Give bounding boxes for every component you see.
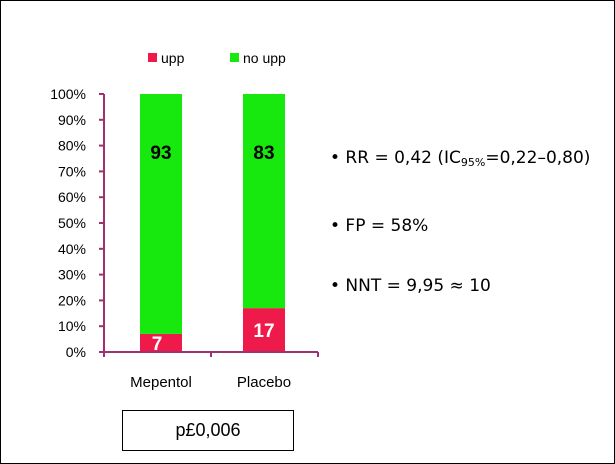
chart-legend: upp no upp: [148, 50, 286, 66]
legend-swatch: [230, 53, 239, 62]
bar-mepentol-no-upp: [140, 94, 182, 334]
x-category-label: Placebo: [237, 374, 291, 391]
bar-placebo-no-upp: [243, 94, 285, 309]
rr-ci-subscript: 95%: [460, 156, 486, 169]
y-axis: 0% 10% 20% 30% 40% 50% 60% 70% 80% 90% 100%: [50, 86, 105, 360]
data-label: 17: [253, 321, 274, 342]
y-tick-label: 20%: [58, 292, 86, 308]
y-tick-label: 10%: [58, 318, 86, 334]
y-tick-label: 60%: [58, 189, 86, 205]
y-tick-label: 30%: [58, 267, 86, 283]
y-tick-label: 90%: [58, 112, 86, 128]
p-value-box: p£0,006: [122, 410, 294, 451]
y-tick-label: 0%: [66, 344, 86, 360]
y-tick-label: 70%: [58, 163, 86, 179]
rr-prefix: • RR = 0,42 (IC: [330, 148, 461, 168]
legend-label: upp: [161, 50, 185, 66]
bar-placebo-upp: [243, 308, 285, 352]
y-tick-label: 40%: [58, 241, 86, 257]
y-tick-label: 50%: [58, 215, 86, 231]
y-tick-label: 80%: [58, 138, 86, 154]
nnt-statement: • NNT = 9,95 ≈ 10: [330, 276, 491, 296]
p-value-text: p£0,006: [175, 420, 241, 440]
bar-mepentol-upp: [140, 333, 182, 352]
fp-statement: • FP = 58%: [330, 216, 429, 236]
data-label: 7: [152, 334, 163, 355]
y-tick-label: 100%: [50, 86, 86, 102]
data-label: 83: [253, 143, 274, 164]
legend-label: no upp: [243, 50, 286, 66]
rr-suffix: =0,22–0,80): [485, 148, 591, 168]
x-axis: Mepentol Placebo: [103, 351, 319, 391]
rr-statement: • RR = 0,42 (IC95%=0,22–0,80): [330, 148, 590, 169]
legend-swatch: [148, 53, 157, 62]
x-category-label: Mepentol: [130, 374, 192, 391]
bars: 7 93 17 83: [140, 94, 285, 355]
data-label: 93: [150, 143, 171, 164]
